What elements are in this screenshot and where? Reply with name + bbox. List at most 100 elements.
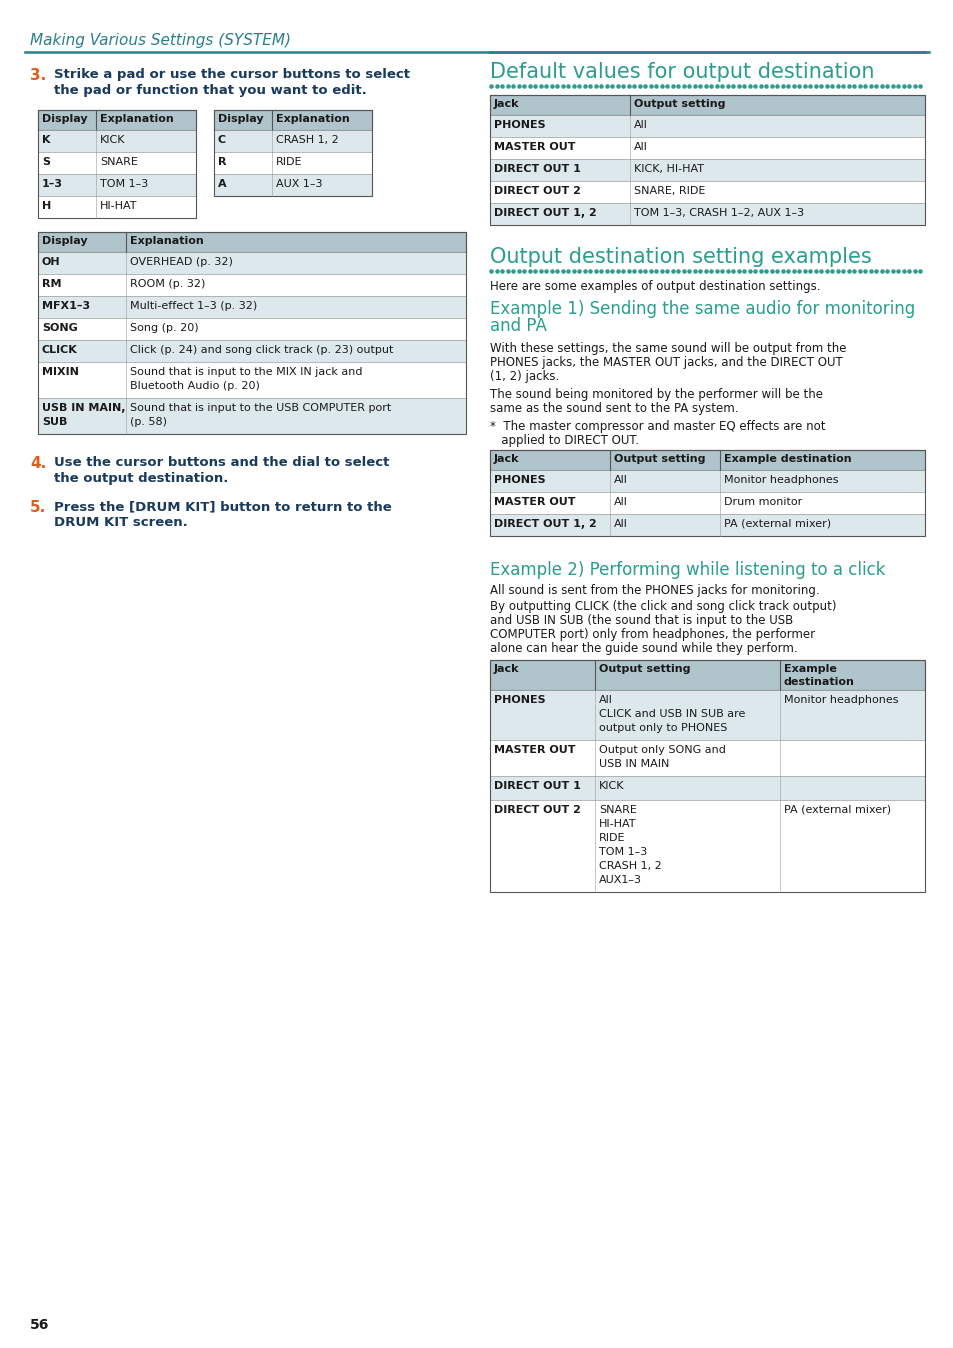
Text: Bluetooth Audio (p. 20): Bluetooth Audio (p. 20)	[130, 381, 259, 391]
Text: Here are some examples of output destination settings.: Here are some examples of output destina…	[490, 280, 820, 293]
Text: 56: 56	[30, 1318, 50, 1332]
Text: All: All	[614, 474, 627, 485]
Text: PA (external mixer): PA (external mixer)	[783, 805, 890, 816]
Text: Example 1) Sending the same audio for monitoring: Example 1) Sending the same audio for mo…	[490, 301, 914, 318]
Text: C: C	[218, 135, 226, 146]
Text: PHONES: PHONES	[494, 696, 545, 705]
Text: Example 2) Performing while listening to a click: Example 2) Performing while listening to…	[490, 561, 884, 580]
Text: Sound that is input to the USB COMPUTER port: Sound that is input to the USB COMPUTER …	[130, 403, 391, 412]
Text: 5.: 5.	[30, 500, 46, 515]
Text: The sound being monitored by the performer will be the: The sound being monitored by the perform…	[490, 388, 822, 400]
Text: Default values for output destination: Default values for output destination	[490, 62, 874, 82]
Text: Output destination setting examples: Output destination setting examples	[490, 247, 871, 267]
Bar	[38, 340, 465, 363]
Text: KICK, HI-HAT: KICK, HI-HAT	[634, 164, 703, 174]
Bar	[38, 111, 195, 129]
Text: DIRECT OUT 2: DIRECT OUT 2	[494, 186, 580, 195]
Text: TOM 1–3: TOM 1–3	[100, 179, 148, 189]
Text: applied to DIRECT OUT.: applied to DIRECT OUT.	[490, 434, 639, 448]
Text: H: H	[42, 201, 51, 212]
Text: SONG: SONG	[42, 324, 77, 333]
Text: Click (p. 24) and song click track (p. 23) output: Click (p. 24) and song click track (p. 2…	[130, 345, 393, 355]
Text: DIRECT OUT 2: DIRECT OUT 2	[494, 805, 580, 816]
Text: (p. 58): (p. 58)	[130, 417, 167, 427]
Text: output only to PHONES: output only to PHONES	[598, 723, 726, 733]
Text: Drum monitor: Drum monitor	[723, 497, 801, 507]
Text: USB IN MAIN: USB IN MAIN	[598, 759, 669, 768]
Text: All: All	[614, 519, 627, 528]
Text: same as the sound sent to the PA system.: same as the sound sent to the PA system.	[490, 402, 738, 415]
Text: Output setting: Output setting	[634, 98, 724, 109]
Text: KICK: KICK	[100, 135, 126, 146]
Text: MFX1–3: MFX1–3	[42, 301, 90, 311]
Bar	[38, 174, 195, 195]
Text: Use the cursor buttons and the dial to select: Use the cursor buttons and the dial to s…	[54, 456, 389, 469]
Text: 1–3: 1–3	[42, 179, 63, 189]
Text: Explanation: Explanation	[100, 115, 173, 124]
Text: DIRECT OUT 1, 2: DIRECT OUT 1, 2	[494, 208, 597, 218]
Text: *  The master compressor and master EQ effects are not: * The master compressor and master EQ ef…	[490, 421, 824, 433]
Text: Monitor headphones: Monitor headphones	[783, 696, 898, 705]
Bar	[490, 492, 924, 514]
Text: TOM 1–3: TOM 1–3	[598, 847, 646, 857]
Text: Example: Example	[783, 665, 836, 674]
Text: and PA: and PA	[490, 317, 546, 336]
Text: All: All	[634, 120, 647, 129]
Bar	[38, 297, 465, 318]
Text: All: All	[598, 696, 612, 705]
Text: SNARE: SNARE	[100, 156, 138, 167]
Bar	[38, 232, 465, 252]
Text: K: K	[42, 135, 51, 146]
Text: With these settings, the same sound will be output from the: With these settings, the same sound will…	[490, 342, 845, 355]
Text: SNARE: SNARE	[598, 805, 637, 816]
Text: DIRECT OUT 1: DIRECT OUT 1	[494, 780, 580, 791]
Bar	[490, 181, 924, 204]
Text: MASTER OUT: MASTER OUT	[494, 497, 575, 507]
Text: Multi-effect 1–3 (p. 32): Multi-effect 1–3 (p. 32)	[130, 301, 257, 311]
Text: Output only SONG and: Output only SONG and	[598, 745, 725, 755]
Bar	[213, 129, 372, 152]
Bar	[213, 111, 372, 129]
Text: 3.: 3.	[30, 67, 46, 84]
Text: MIXIN: MIXIN	[42, 367, 79, 377]
Text: S: S	[42, 156, 50, 167]
Text: OVERHEAD (p. 32): OVERHEAD (p. 32)	[130, 257, 233, 267]
Text: destination: destination	[783, 677, 854, 687]
Text: USB IN MAIN,: USB IN MAIN,	[42, 403, 126, 412]
Bar	[490, 450, 924, 537]
Text: Making Various Settings (SYSTEM): Making Various Settings (SYSTEM)	[30, 32, 291, 49]
Bar	[38, 152, 195, 174]
Bar	[490, 661, 924, 892]
Bar	[490, 776, 924, 799]
Text: HI-HAT: HI-HAT	[598, 820, 636, 829]
Text: RM: RM	[42, 279, 61, 288]
Text: Explanation: Explanation	[130, 236, 204, 245]
Bar	[490, 470, 924, 492]
Text: Strike a pad or use the cursor buttons to select: Strike a pad or use the cursor buttons t…	[54, 67, 410, 81]
Text: Press the [DRUM KIT] button to return to the: Press the [DRUM KIT] button to return to…	[54, 500, 392, 514]
Text: All: All	[614, 497, 627, 507]
Bar	[38, 195, 195, 218]
Text: MASTER OUT: MASTER OUT	[494, 142, 575, 152]
Text: Monitor headphones: Monitor headphones	[723, 474, 838, 485]
Text: DIRECT OUT 1: DIRECT OUT 1	[494, 164, 580, 174]
Bar	[490, 204, 924, 225]
Text: PHONES jacks, the MASTER OUT jacks, and the DIRECT OUT: PHONES jacks, the MASTER OUT jacks, and …	[490, 356, 841, 369]
Bar	[490, 115, 924, 137]
Bar	[490, 159, 924, 181]
Bar	[38, 363, 465, 398]
Bar	[490, 450, 924, 470]
Text: DIRECT OUT 1, 2: DIRECT OUT 1, 2	[494, 519, 597, 528]
Text: AUX1–3: AUX1–3	[598, 875, 641, 886]
Text: MASTER OUT: MASTER OUT	[494, 745, 575, 755]
Text: alone can hear the guide sound while they perform.: alone can hear the guide sound while the…	[490, 642, 797, 655]
Text: CLICK: CLICK	[42, 345, 77, 355]
Text: CRASH 1, 2: CRASH 1, 2	[275, 135, 338, 146]
Text: CLICK and USB IN SUB are: CLICK and USB IN SUB are	[598, 709, 744, 718]
Text: A: A	[218, 179, 227, 189]
Text: and USB IN SUB (the sound that is input to the USB: and USB IN SUB (the sound that is input …	[490, 613, 792, 627]
Text: PHONES: PHONES	[494, 474, 545, 485]
Bar	[213, 152, 372, 174]
Text: Song (p. 20): Song (p. 20)	[130, 324, 198, 333]
Text: the pad or function that you want to edit.: the pad or function that you want to edi…	[54, 84, 366, 97]
